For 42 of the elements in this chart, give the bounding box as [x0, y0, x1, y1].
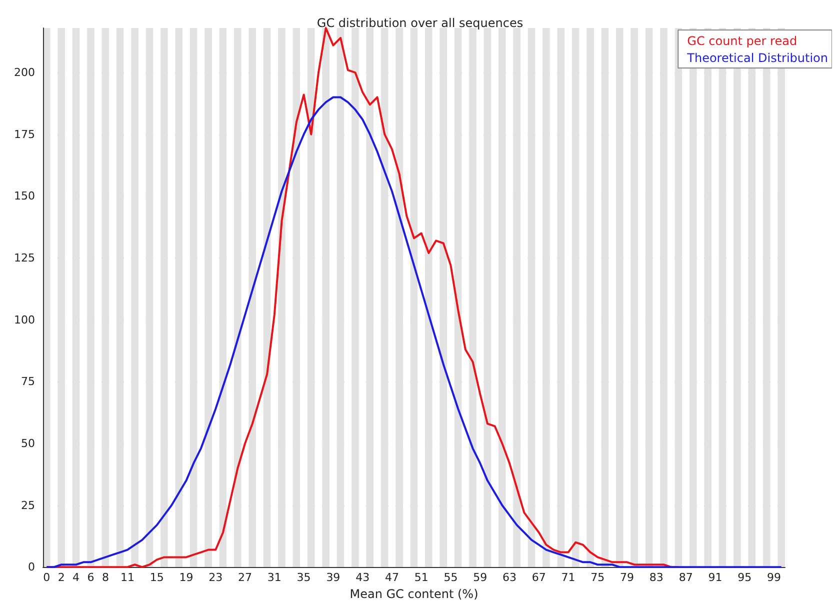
y-tick-label: 50 — [21, 436, 35, 450]
x-tick-label: 2 — [58, 571, 65, 584]
x-tick-label: 43 — [356, 571, 370, 584]
y-tick-label: 25 — [21, 498, 35, 512]
x-tick-label: 83 — [649, 571, 664, 584]
y-tick-label: 100 — [14, 313, 35, 326]
x-tick-label: 67 — [532, 571, 546, 584]
x-tick-label: 23 — [208, 571, 223, 584]
x-tick-label: 39 — [326, 571, 340, 584]
x-tick-label: 91 — [708, 571, 722, 584]
x-tick-label: 71 — [561, 571, 576, 584]
text: GC count per read — [687, 34, 798, 48]
x-tick-label: 27 — [238, 571, 252, 584]
x-tick-label: 47 — [384, 571, 399, 584]
x-tick-label: 4 — [72, 571, 80, 584]
y-tick-label: 150 — [14, 190, 35, 203]
x-tick-label: 11 — [120, 571, 134, 584]
x-tick-label: 75 — [590, 571, 605, 584]
x-tick-label: 0 — [43, 571, 50, 584]
chart-title: GC distribution over all sequences — [316, 16, 524, 30]
x-tick-label: 95 — [738, 571, 752, 584]
y-tick-label: 75 — [21, 375, 35, 388]
x-tick-label: 87 — [678, 571, 693, 584]
y-tick-label: 125 — [14, 251, 35, 264]
x-tick-label: 35 — [296, 571, 311, 584]
y-tick-label: 175 — [14, 128, 35, 141]
y-tick-label: 200 — [14, 66, 35, 80]
x-tick-label: 79 — [620, 571, 634, 584]
x-tick-label: 15 — [150, 571, 164, 584]
x-tick-label: 31 — [267, 571, 282, 584]
x-axis-title: Mean GC content (%) — [350, 587, 478, 601]
x-tick-label: 99 — [766, 571, 781, 584]
y-tick-label: 0 — [28, 560, 35, 574]
x-tick-label: 59 — [473, 571, 488, 584]
x-tick-label: 55 — [444, 571, 458, 584]
x-tick-label: 63 — [502, 571, 517, 584]
x-tick-label: 19 — [179, 571, 194, 584]
text: Theoretical Distribution — [686, 51, 828, 65]
x-tick-label: 6 — [87, 571, 94, 584]
line-series — [46, 96, 782, 568]
x-tick-label: 51 — [414, 571, 428, 584]
x-tick-label: 8 — [102, 571, 109, 584]
